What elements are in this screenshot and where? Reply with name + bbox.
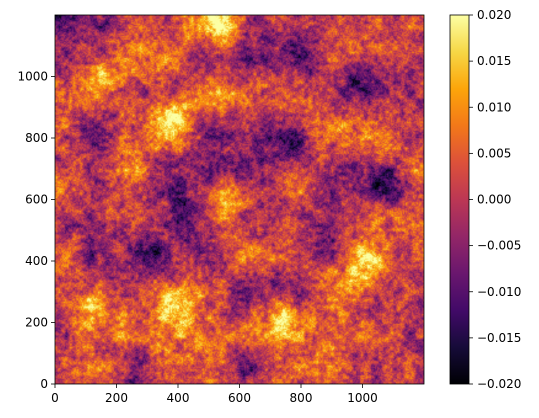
y-tick-label: 1000 bbox=[17, 70, 48, 84]
colorbar-tick-label: −0.010 bbox=[477, 285, 521, 299]
x-tick-label: 600 bbox=[228, 391, 251, 405]
colorbar-tick-label: −0.020 bbox=[477, 377, 521, 391]
x-tick-label: 0 bbox=[51, 391, 59, 405]
colorbar-gradient bbox=[450, 15, 469, 384]
colorbar-ticks: 0.020 0.015 0.010 0.005 0.000 −0.005 −0.010 −0.… bbox=[469, 8, 521, 391]
y-tick-label: 400 bbox=[25, 254, 48, 268]
y-tick-label: 200 bbox=[25, 316, 48, 330]
x-tick-label: 1000 bbox=[347, 391, 378, 405]
colorbar-tick-label: −0.005 bbox=[477, 239, 521, 253]
y-tick-label: 800 bbox=[25, 131, 48, 145]
x-tick-label: 800 bbox=[290, 391, 313, 405]
colorbar-tick-label: −0.015 bbox=[477, 331, 521, 345]
x-tick-label: 400 bbox=[167, 391, 190, 405]
colorbar-tick-label: 0.010 bbox=[477, 100, 511, 114]
heatmap-image bbox=[55, 15, 424, 384]
colorbar-tick-label: 0.005 bbox=[477, 146, 511, 160]
y-tick-label: 600 bbox=[25, 193, 48, 207]
x-axis: 0 200 400 600 800 1000 bbox=[51, 384, 378, 405]
colorbar-tick-label: 0.000 bbox=[477, 193, 511, 207]
x-tick-label: 200 bbox=[105, 391, 128, 405]
y-tick-label: 0 bbox=[40, 377, 48, 391]
colorbar-tick-label: 0.015 bbox=[477, 54, 511, 68]
colorbar: 0.020 0.015 0.010 0.005 0.000 −0.005 −0.010 −0.… bbox=[449, 8, 521, 391]
heatmap-plot bbox=[54, 14, 425, 385]
y-axis: 0 200 400 600 800 1000 bbox=[17, 70, 55, 391]
colorbar-tick-label: 0.020 bbox=[477, 8, 511, 22]
